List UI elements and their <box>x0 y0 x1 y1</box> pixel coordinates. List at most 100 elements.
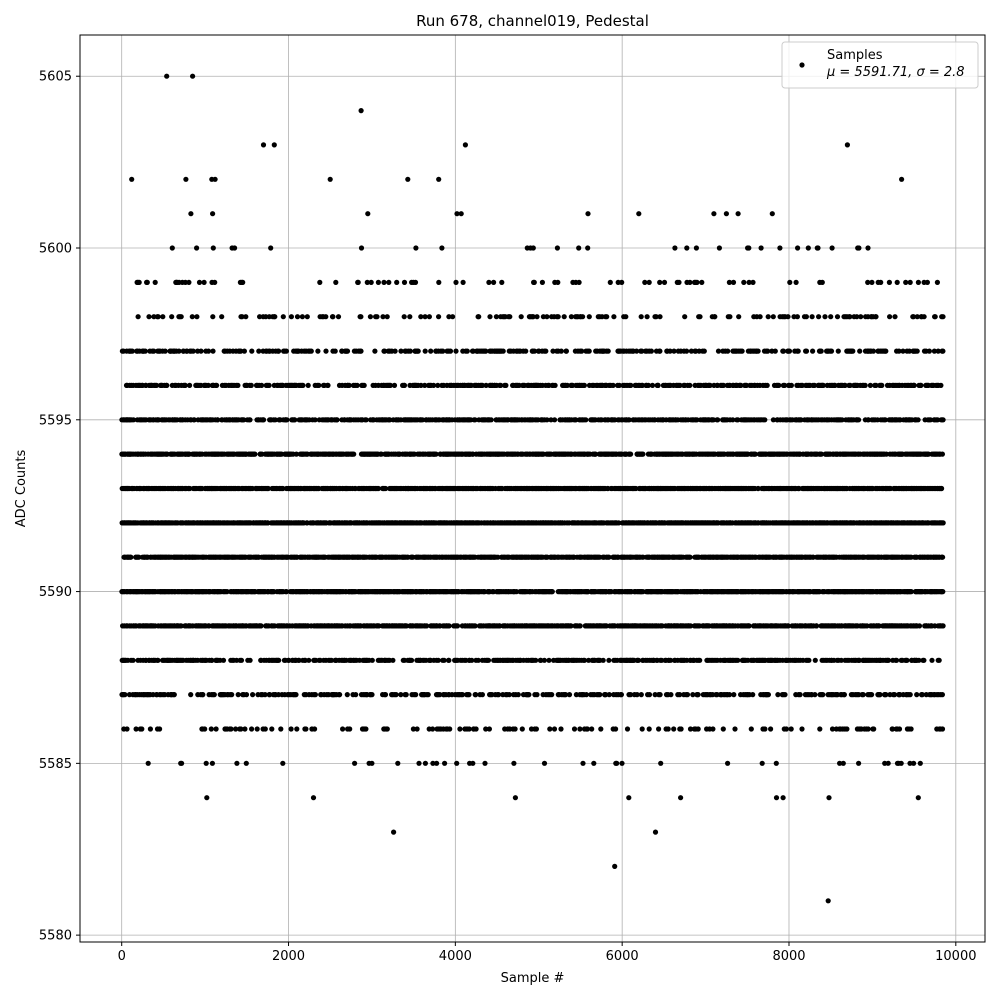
data-point <box>907 692 913 698</box>
data-point <box>697 657 703 663</box>
data-point <box>571 726 578 732</box>
data-point <box>337 692 343 698</box>
data-point <box>133 726 139 732</box>
data-point <box>577 623 583 629</box>
data-point <box>414 726 420 732</box>
data-point <box>820 692 826 698</box>
data-point <box>735 657 741 663</box>
data-point <box>783 726 790 732</box>
data-point <box>806 657 812 663</box>
data-point <box>668 657 674 663</box>
data-point <box>799 726 805 732</box>
data-point <box>200 692 206 698</box>
data-point <box>369 760 375 766</box>
data-point <box>533 657 539 663</box>
data-point <box>732 726 738 732</box>
data-point <box>425 692 431 698</box>
data-point <box>580 760 586 766</box>
data-point <box>840 760 846 766</box>
data-point <box>533 726 540 732</box>
data-point <box>224 589 230 595</box>
data-point <box>128 554 134 560</box>
data-point <box>636 657 642 663</box>
data-point <box>581 657 588 663</box>
data-point <box>814 623 820 629</box>
data-point <box>720 726 726 732</box>
data-point <box>547 726 553 732</box>
data-point <box>124 726 130 732</box>
data-point <box>247 657 253 663</box>
data-point <box>668 692 674 698</box>
data-point <box>294 726 300 732</box>
data-point <box>234 760 240 766</box>
data-point <box>690 692 696 698</box>
data-point <box>145 760 151 766</box>
data-point <box>671 726 677 732</box>
data-point <box>837 760 843 766</box>
data-point <box>788 726 794 732</box>
data-point <box>759 760 765 766</box>
data-point <box>457 726 463 732</box>
data-point <box>929 657 935 663</box>
data-point <box>353 692 359 698</box>
data-point <box>220 657 227 663</box>
data-point <box>558 726 564 732</box>
data-point <box>939 726 946 732</box>
data-point <box>939 485 945 492</box>
data-point <box>466 692 472 698</box>
data-point <box>430 760 436 766</box>
data-point <box>434 760 440 766</box>
data-point <box>403 692 409 698</box>
data-point <box>178 623 184 629</box>
data-point <box>911 760 917 766</box>
data-point <box>598 726 604 732</box>
data-point <box>904 657 910 663</box>
data-point <box>466 726 472 732</box>
data-point <box>312 692 318 698</box>
data-point <box>278 726 284 732</box>
data-point <box>328 657 335 663</box>
data-point <box>470 760 476 766</box>
data-point <box>202 726 208 732</box>
data-point <box>526 692 532 698</box>
data-point <box>688 623 694 629</box>
data-point <box>894 657 900 663</box>
data-point <box>469 657 475 663</box>
data-point <box>865 726 871 732</box>
data-point <box>841 692 848 698</box>
data-point <box>208 726 214 732</box>
data-point <box>917 760 923 766</box>
data-point <box>940 520 946 526</box>
data-point <box>384 726 390 732</box>
data-point <box>312 726 318 732</box>
data-point <box>249 726 255 732</box>
data-point <box>908 589 914 595</box>
data-point <box>817 726 823 732</box>
data-point <box>603 692 609 698</box>
data-point <box>889 726 896 732</box>
data-point <box>658 760 664 766</box>
data-point <box>762 726 768 732</box>
data-point <box>624 726 631 732</box>
data-point <box>296 657 302 663</box>
data-point <box>885 657 892 663</box>
data-point <box>908 726 914 732</box>
data-point <box>446 657 452 663</box>
data-point <box>496 692 502 698</box>
data-point <box>276 657 282 663</box>
data-point <box>233 726 239 732</box>
data-point <box>213 726 219 732</box>
data-point <box>646 692 653 698</box>
data-point <box>454 623 461 629</box>
data-point <box>785 623 791 629</box>
data-point <box>228 726 234 732</box>
data-point <box>475 657 481 663</box>
data-point <box>665 726 671 732</box>
data-point <box>606 657 612 663</box>
data-point <box>242 726 248 732</box>
data-point <box>519 726 525 732</box>
data-point <box>258 623 264 629</box>
data-point <box>869 692 875 698</box>
data-point <box>838 657 844 663</box>
data-point <box>303 726 309 732</box>
